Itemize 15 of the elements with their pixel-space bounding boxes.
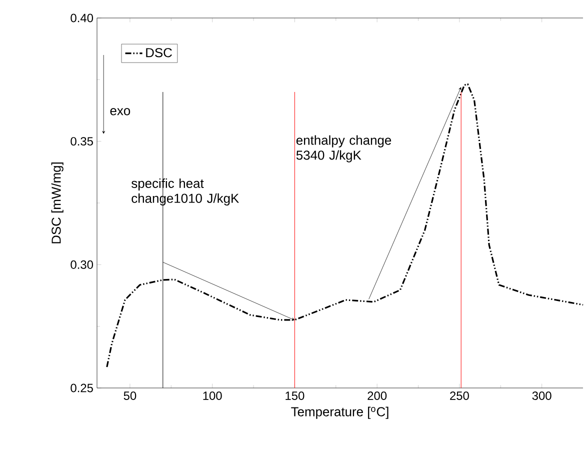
x-tick-label: 200 <box>368 392 387 400</box>
annotation: enthalpy change 5340 J/kgK <box>296 135 392 162</box>
x-tick-label: 300 <box>532 392 552 400</box>
x-axis-title: Temperature [$^{o}$C] <box>291 406 388 419</box>
x-tick-label: 150 <box>286 392 304 400</box>
y-tick-label: 0.25 <box>70 384 93 392</box>
y-tick-label: 0.30 <box>70 260 94 269</box>
y-tick-label: 0.40 <box>70 14 94 22</box>
legend-label: DSC <box>146 48 172 58</box>
x-tick-label: 50 <box>124 392 136 400</box>
annotation: exo <box>110 108 130 116</box>
y-tick-label: 0.35 <box>70 137 93 146</box>
x-tick-label: 100 <box>203 392 222 400</box>
y-axis-title: DSC [mW/mg] <box>51 162 64 244</box>
x-tick-label: 250 <box>450 392 469 400</box>
